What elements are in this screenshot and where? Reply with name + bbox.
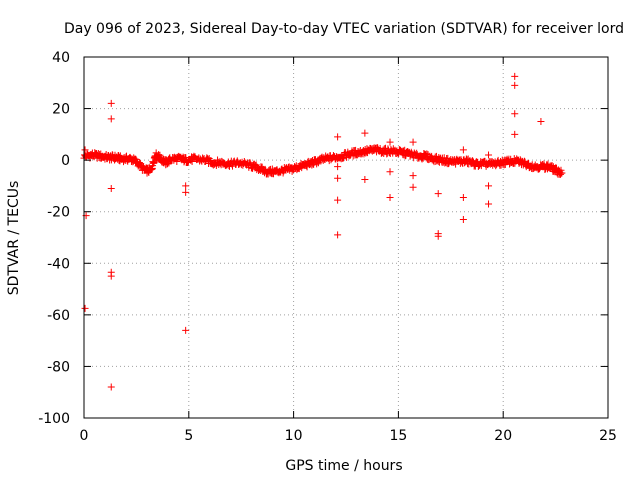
y-tick-label: -20 [47, 205, 70, 221]
outlier-point [409, 183, 417, 191]
data-point [513, 155, 521, 163]
tick-layer: 0 5 10 15 20 25 -100 -80 -60 -40 -20 0 20 40 [38, 50, 617, 444]
data-point [138, 162, 146, 170]
x-tick-label: 5 [184, 428, 193, 444]
chart-title: Day 096 of 2023, Sidereal Day-to-day VTE… [64, 21, 624, 37]
y-tick-label: -60 [47, 308, 70, 324]
data-point [508, 158, 516, 166]
y-tick-label: 0 [61, 153, 70, 169]
data-point [424, 151, 432, 159]
outlier-point [182, 182, 190, 190]
outlier-point [386, 138, 394, 146]
outlier-point [107, 99, 115, 107]
data-point [349, 152, 357, 160]
outlier-point [511, 110, 519, 118]
outlier-point [361, 175, 369, 183]
data-point [468, 157, 476, 165]
outlier-point [81, 304, 89, 312]
outlier-point [81, 146, 89, 154]
outlier-point [334, 231, 342, 239]
outlier-point [459, 194, 467, 202]
outlier-point [107, 185, 115, 193]
outlier-point [537, 117, 545, 125]
outlier-point [434, 232, 442, 240]
outlier-point [511, 72, 519, 80]
outlier-point [361, 129, 369, 137]
plot-frame [83, 56, 609, 419]
y-tick-label: 20 [52, 102, 70, 118]
data-point [399, 147, 407, 155]
x-tick-label: 20 [494, 428, 512, 444]
outlier-point [334, 163, 342, 171]
outlier-point [409, 172, 417, 180]
y-tick-label: 40 [52, 50, 70, 66]
y-axis-title: SDTVAR / TECUs [6, 181, 22, 296]
x-axis-title: GPS time / hours [285, 458, 402, 474]
outlier-point [485, 182, 493, 190]
outlier-point [107, 272, 115, 280]
data-point [534, 165, 542, 173]
outlier-point [107, 115, 115, 123]
outlier-point [386, 168, 394, 176]
data-point [308, 161, 316, 169]
x-tick-label: 10 [285, 428, 303, 444]
outlier-point [386, 194, 394, 202]
outlier-point [434, 190, 442, 198]
outlier-point [334, 196, 342, 204]
outlier-point [334, 174, 342, 182]
outlier-point [459, 215, 467, 223]
data-point [188, 158, 196, 166]
y-tick-label: -40 [47, 256, 70, 272]
data-point [520, 157, 528, 165]
y-tick-label: -100 [38, 411, 70, 427]
outlier-point [511, 130, 519, 138]
data-point [329, 151, 337, 159]
data-layer [80, 72, 566, 391]
grid-layer [84, 57, 608, 418]
outlier-point [334, 133, 342, 141]
data-point [558, 169, 566, 177]
x-tick-label: 25 [599, 428, 617, 444]
y-tick-label: -80 [47, 359, 70, 375]
outlier-point [409, 138, 417, 146]
outlier-point [182, 188, 190, 196]
outlier-point [459, 146, 467, 154]
x-tick-label: 15 [389, 428, 407, 444]
data-point [250, 160, 258, 168]
outlier-point [182, 326, 190, 334]
data-point [265, 166, 273, 174]
outlier-point [511, 81, 519, 89]
data-point [204, 156, 212, 164]
outlier-point [107, 383, 115, 391]
data-point [252, 161, 260, 169]
data-point [173, 158, 181, 166]
outlier-point [485, 151, 493, 159]
x-tick-label: 0 [80, 428, 89, 444]
outlier-point [485, 200, 493, 208]
